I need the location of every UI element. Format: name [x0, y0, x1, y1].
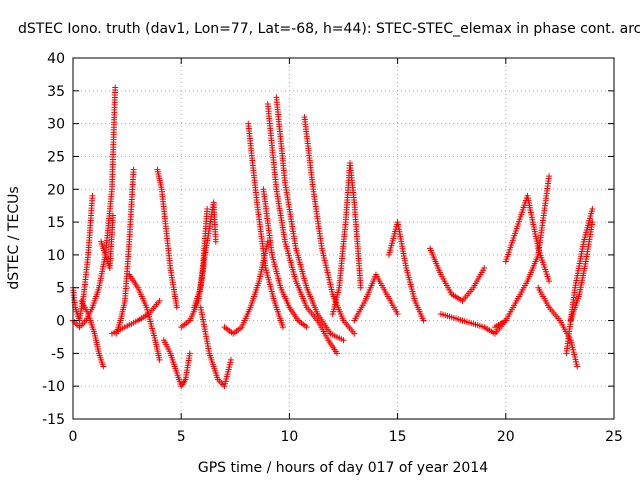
data-series-arc-12	[197, 304, 234, 390]
data-point	[279, 324, 286, 331]
data-series-arc-25	[502, 192, 553, 285]
data-series-arc-21	[385, 219, 427, 324]
data-point	[112, 84, 119, 91]
data-point	[574, 363, 581, 370]
data-series-arc-16	[264, 100, 341, 357]
data-point	[546, 173, 553, 180]
y-tick-label: 5	[56, 281, 65, 297]
y-tick-label: 30	[47, 117, 65, 133]
y-tick-label: -10	[42, 379, 65, 395]
data-point	[340, 337, 347, 344]
y-tick-label: 20	[47, 182, 65, 198]
y-tick-label: 35	[47, 84, 65, 100]
data-point	[546, 278, 553, 285]
data-series-arc-2	[70, 192, 96, 324]
data-point	[156, 297, 163, 304]
data-series-arc-22	[427, 245, 488, 304]
data-point	[303, 324, 310, 331]
data-point	[589, 219, 596, 226]
data-series-arc-10	[178, 205, 211, 331]
data-point	[212, 238, 219, 245]
data-point	[481, 265, 488, 272]
data-series-arc-15	[260, 186, 310, 331]
data-series-arc-18	[301, 114, 358, 337]
plot-frame	[72, 57, 615, 420]
y-tick-label: -15	[42, 412, 65, 428]
data-point	[357, 284, 364, 291]
data-point	[89, 192, 96, 199]
data-series-arc-9	[160, 337, 193, 390]
data-point	[156, 356, 163, 363]
data-series-arc-8	[154, 166, 180, 311]
data-series-arc-1	[70, 84, 119, 331]
data-series-arc-7	[126, 271, 163, 363]
data-series-arc-26	[535, 284, 581, 370]
y-tick-label: 10	[47, 248, 65, 264]
data-series-arc-5	[113, 166, 137, 337]
data-point	[589, 205, 596, 212]
data-point	[394, 310, 401, 317]
chart-title: dSTEC Iono. truth (dav1, Lon=77, Lat=-68…	[18, 21, 640, 37]
data-series-arc-24	[491, 173, 553, 331]
x-tick-label: 0	[69, 429, 78, 445]
data-point	[130, 166, 137, 173]
data-series-arc-14	[245, 120, 286, 331]
x-tick-label: 10	[280, 429, 298, 445]
y-tick-label: 25	[47, 149, 65, 165]
data-series-arc-20	[351, 271, 401, 324]
y-tick-label: 15	[47, 215, 65, 231]
x-tick-label: 15	[389, 429, 407, 445]
data-series-arc-19	[329, 160, 364, 317]
data-series-arc-11	[191, 199, 219, 311]
y-tick-label: -5	[51, 346, 65, 362]
data-point	[100, 363, 107, 370]
x-tick-label: 20	[497, 429, 515, 445]
grid-layer	[73, 58, 614, 419]
data-series-arc-28	[567, 219, 596, 324]
series-layer	[70, 84, 596, 390]
data-point	[110, 212, 117, 219]
tick-layer: 0 5 10 15 20 25 -15 -10 -5 0 5 10 15 20 25 30 35 40	[42, 51, 623, 445]
data-point	[334, 350, 341, 357]
data-point	[186, 350, 193, 357]
x-tick-label: 25	[605, 429, 623, 445]
data-point	[227, 356, 234, 363]
data-point	[173, 304, 180, 311]
data-point	[351, 330, 358, 337]
x-axis-label: GPS time / hours of day 017 of year 2014	[198, 460, 488, 476]
data-series-arc-3	[78, 297, 107, 370]
y-tick-label: 0	[56, 314, 65, 330]
data-series-arc-4	[98, 212, 117, 272]
data-series-arc-17	[273, 94, 347, 344]
data-point	[420, 317, 427, 324]
x-tick-label: 5	[177, 429, 186, 445]
data-series-arc-27	[563, 205, 596, 357]
data-point	[204, 205, 211, 212]
y-tick-label: 40	[47, 51, 65, 67]
y-axis-label: dSTEC / TECUs	[6, 186, 22, 289]
